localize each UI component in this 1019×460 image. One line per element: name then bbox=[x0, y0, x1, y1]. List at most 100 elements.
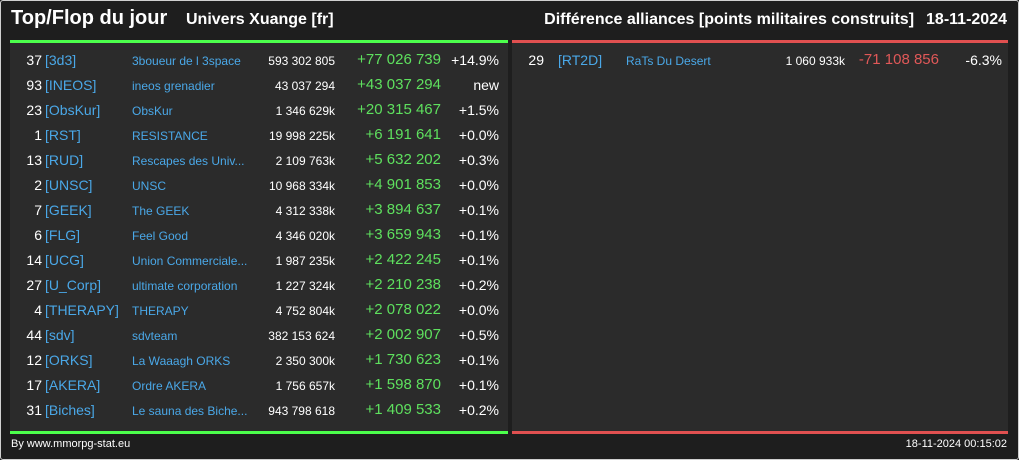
alliance-name-link[interactable]: RaTs Du Desert bbox=[626, 54, 711, 68]
alliance-tag-link[interactable]: [RT2D] bbox=[558, 52, 603, 68]
alliance-pct: +0.0% bbox=[458, 302, 499, 318]
alliance-rank: 1 bbox=[34, 127, 42, 143]
alliance-diff: +2 210 238 bbox=[365, 276, 442, 293]
top-row: 6 [FLG] Feel Good 4 346 020k +3 659 943 +0.1% bbox=[10, 223, 508, 248]
alliance-name-link[interactable]: La Waaagh ORKS bbox=[132, 354, 231, 368]
alliance-diff: +43 037 294 bbox=[357, 76, 441, 93]
footer-timestamp: 18-11-2024 00:15:02 bbox=[905, 438, 1007, 450]
alliance-diff: +3 659 943 bbox=[365, 226, 442, 243]
alliance-points: 19 998 225k bbox=[268, 129, 335, 143]
alliance-name-link[interactable]: sdvteam bbox=[132, 329, 178, 343]
alliance-points: 4 752 804k bbox=[275, 304, 335, 318]
top-row: 44 [sdv] sdvteam 382 153 624 +2 002 907 +0.5% bbox=[10, 323, 508, 348]
top-row: 93 [INEOS] ineos grenadier 43 037 294 +43 03… bbox=[10, 73, 508, 98]
alliance-tag-link[interactable]: [U_Corp] bbox=[45, 277, 102, 293]
alliance-diff: +2 002 907 bbox=[365, 326, 442, 343]
alliance-pct: +0.2% bbox=[458, 277, 499, 293]
top-row: 4 [THERAPY] THERAPY 4 752 804k +2 078 022 +0.… bbox=[10, 298, 508, 323]
alliance-tag-link[interactable]: [UNSC] bbox=[45, 177, 93, 193]
alliance-name-link[interactable]: ObsKur bbox=[132, 104, 173, 118]
alliance-rank: 23 bbox=[26, 102, 42, 118]
alliance-tag-link[interactable]: [ObsKur] bbox=[45, 102, 101, 118]
alliance-rank: 14 bbox=[26, 252, 42, 268]
top-row: 14 [UCG] Union Commerciale... 1 987 235k +2 … bbox=[10, 248, 508, 273]
flop-row: 29 [RT2D] RaTs Du Desert 1 060 933k -71 108 … bbox=[512, 48, 1008, 73]
alliance-diff: +3 894 637 bbox=[365, 201, 442, 218]
header: Top/Flop du jour Univers Xuange [fr] Dif… bbox=[0, 0, 1019, 40]
alliance-tag-link[interactable]: [RST] bbox=[45, 127, 81, 143]
alliance-points: 2 350 300k bbox=[275, 354, 335, 368]
alliance-rank: 44 bbox=[26, 327, 42, 343]
top-row: 1 [RST] RESISTANCE 19 998 225k +6 191 641 +0.… bbox=[10, 123, 508, 148]
alliance-rank: 6 bbox=[34, 227, 42, 243]
alliance-name-link[interactable]: THERAPY bbox=[132, 304, 189, 318]
alliance-name-link[interactable]: The GEEK bbox=[132, 204, 190, 218]
alliance-name-link[interactable]: Union Commerciale... bbox=[132, 254, 248, 268]
alliance-tag-link[interactable]: [sdv] bbox=[45, 327, 75, 343]
alliance-pct: +14.9% bbox=[451, 52, 499, 68]
alliance-pct: +1.5% bbox=[458, 102, 499, 118]
alliance-rank: 31 bbox=[26, 402, 42, 418]
alliance-points: 43 037 294 bbox=[274, 79, 335, 93]
alliance-rank: 7 bbox=[34, 202, 42, 218]
alliance-name-link[interactable]: ultimate corporation bbox=[132, 279, 238, 293]
alliance-rank: 4 bbox=[34, 302, 42, 318]
alliance-diff: +2 422 245 bbox=[365, 251, 442, 268]
alliance-tag-link[interactable]: [THERAPY] bbox=[45, 302, 119, 318]
alliance-tag-link[interactable]: [ORKS] bbox=[45, 352, 93, 368]
alliance-pct: +0.0% bbox=[458, 177, 499, 193]
alliance-tag-link[interactable]: [RUD] bbox=[45, 152, 84, 168]
universe-label: Univers Xuange [fr] bbox=[186, 11, 334, 28]
alliance-diff: +5 632 202 bbox=[365, 151, 442, 168]
alliance-tag-link[interactable]: [Biches] bbox=[45, 402, 95, 418]
top-panel: 37 [3d3] 3boueur de l 3space 593 302 805 +77… bbox=[10, 40, 508, 434]
alliance-points: 4 312 338k bbox=[275, 204, 335, 218]
top-row: 31 [Biches] Le sauna des Biche... 943 798 6… bbox=[10, 398, 508, 423]
alliance-name-link[interactable]: 3boueur de l 3space bbox=[132, 54, 241, 68]
top-row: 7 [GEEK] The GEEK 4 312 338k +3 894 637 +0.1% bbox=[10, 198, 508, 223]
alliance-tag-link[interactable]: [FLG] bbox=[45, 227, 81, 243]
top-row: 2 [UNSC] UNSC 10 968 334k +4 901 853 +0.0% bbox=[10, 173, 508, 198]
alliance-pct: +0.2% bbox=[458, 402, 499, 418]
top-row: 13 [RUD] Rescapes des Univ... 2 109 763k +5 … bbox=[10, 148, 508, 173]
alliance-rank: 13 bbox=[26, 152, 42, 168]
alliance-name-link[interactable]: UNSC bbox=[132, 179, 167, 193]
alliance-points: 10 968 334k bbox=[268, 179, 335, 193]
alliance-name-link[interactable]: Feel Good bbox=[132, 229, 189, 243]
alliance-tag-link[interactable]: [INEOS] bbox=[45, 77, 97, 93]
alliance-diff: -71 108 856 bbox=[858, 51, 939, 68]
alliance-pct: +0.1% bbox=[458, 227, 499, 243]
alliance-tag-link[interactable]: [AKERA] bbox=[45, 377, 101, 393]
metric-header: Différence alliances [points militaires … bbox=[544, 11, 1007, 29]
alliance-points: 943 798 618 bbox=[268, 404, 335, 418]
alliance-points: 1 756 657k bbox=[275, 379, 335, 393]
alliance-name-link[interactable]: Le sauna des Biche... bbox=[132, 404, 248, 418]
source-link[interactable]: By www.mmorpg-stat.eu bbox=[11, 438, 131, 450]
alliance-rank: 2 bbox=[34, 177, 42, 193]
alliance-pct: -6.3% bbox=[965, 52, 1002, 68]
alliance-diff: +6 191 641 bbox=[365, 126, 442, 143]
alliance-rank: 37 bbox=[26, 52, 42, 68]
alliance-name-link[interactable]: ineos grenadier bbox=[132, 79, 215, 93]
metric-label: Différence alliances [points militaires … bbox=[544, 11, 915, 28]
page-title: Top/Flop du jour bbox=[11, 7, 168, 29]
alliance-name-link[interactable]: Rescapes des Univ... bbox=[132, 154, 245, 168]
alliance-tag-link[interactable]: [3d3] bbox=[45, 52, 77, 68]
alliance-tag-link[interactable]: [GEEK] bbox=[45, 202, 92, 218]
alliance-diff: +1 730 623 bbox=[365, 351, 442, 368]
header-date: 18-11-2024 bbox=[926, 11, 1007, 28]
top-row: 37 [3d3] 3boueur de l 3space 593 302 805 +77… bbox=[10, 48, 508, 73]
alliance-name-link[interactable]: RESISTANCE bbox=[132, 129, 208, 143]
alliance-points: 4 346 020k bbox=[275, 229, 335, 243]
alliance-name-link[interactable]: Ordre AKERA bbox=[132, 379, 207, 393]
alliance-points: 1 987 235k bbox=[275, 254, 335, 268]
alliance-pct: +0.1% bbox=[458, 377, 499, 393]
alliance-rank: 27 bbox=[26, 277, 42, 293]
alliance-tag-link[interactable]: [UCG] bbox=[45, 252, 84, 268]
alliance-diff: +77 026 739 bbox=[357, 51, 441, 68]
alliance-diff: +1 409 533 bbox=[365, 401, 442, 418]
alliance-pct: +0.3% bbox=[458, 152, 499, 168]
top-row: 27 [U_Corp] ultimate corporation 1 227 324k… bbox=[10, 273, 508, 298]
alliance-points: 1 227 324k bbox=[275, 279, 335, 293]
alliance-pct: +0.0% bbox=[458, 127, 499, 143]
